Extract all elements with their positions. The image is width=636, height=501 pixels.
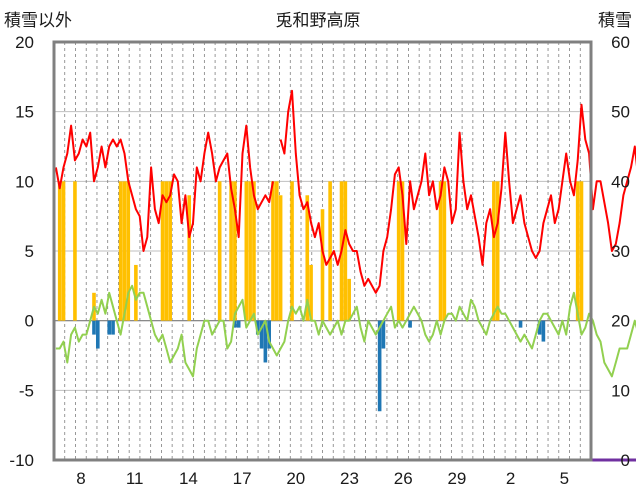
precipitation-bar: [126, 181, 131, 321]
negative-bar: [95, 320, 100, 349]
precipitation-bar: [328, 181, 332, 321]
precipitation-bar: [248, 181, 252, 321]
negative-bar: [518, 320, 523, 328]
right-axis-label: 積雪: [598, 11, 632, 31]
x-tick-label: 20: [286, 469, 305, 488]
negative-bar: [267, 320, 271, 349]
precipitation-bar: [309, 264, 313, 321]
precipitation-bar: [271, 181, 275, 321]
precipitation-bar: [229, 181, 233, 321]
negative-bar: [377, 320, 382, 412]
precipitation-bar: [347, 278, 351, 321]
negative-bar: [107, 320, 112, 335]
chart-title: 兎和野高原: [275, 11, 361, 31]
negative-bar: [236, 320, 241, 328]
precipitation-bar: [122, 181, 127, 321]
x-tick-label: 26: [394, 469, 413, 488]
left-axis-label: 積雪以外: [4, 11, 72, 31]
left-tick-label: 10: [15, 172, 34, 191]
precipitation-bar: [118, 181, 123, 321]
precipitation-bar: [252, 181, 256, 321]
temperature-max-line: [54, 89, 636, 294]
precipitation-bar: [233, 181, 237, 321]
negative-bar: [541, 320, 546, 342]
right-tick-label: 50: [611, 103, 630, 122]
x-tick-label: 17: [233, 469, 252, 488]
negative-bar: [92, 320, 96, 335]
x-tick-label: 23: [340, 469, 359, 488]
x-tick-label: 11: [126, 469, 144, 488]
negative-bar: [263, 320, 268, 363]
x-tick-label: 8: [76, 469, 85, 488]
x-tick-label: 2: [506, 469, 515, 488]
precipitation-bar: [343, 181, 348, 321]
right-tick-label: 60: [611, 33, 630, 52]
left-tick-label: -5: [19, 381, 34, 400]
precipitation-bar: [492, 181, 496, 321]
negative-bar: [259, 320, 264, 349]
left-tick-label: 20: [15, 33, 34, 52]
negative-bar: [111, 320, 115, 335]
precipitation-bar: [579, 181, 584, 321]
plot-frame: [52, 40, 593, 462]
precipitation-bar: [442, 181, 447, 321]
precipitation-bar: [438, 181, 443, 321]
precipitation-bar: [278, 195, 283, 321]
precipitation-bar: [73, 181, 77, 321]
left-tick-label: 5: [25, 242, 34, 261]
negative-bar: [233, 320, 237, 328]
precipitation-bar: [134, 264, 138, 321]
x-tick-label: 14: [179, 469, 198, 488]
left-tick-label: -10: [9, 451, 34, 470]
right-tick-label: 10: [611, 381, 630, 400]
right-tick-label: 30: [611, 242, 630, 261]
left-tick-label: 15: [15, 103, 34, 122]
precipitation-bar: [187, 195, 192, 321]
precipitation-bar: [57, 181, 62, 321]
precipitation-bar: [575, 181, 580, 321]
precipitation-bar: [160, 181, 165, 321]
right-tick-label: 40: [611, 172, 630, 191]
negative-bar: [408, 320, 412, 328]
precipitation-bar: [274, 181, 279, 321]
precipitation-bar: [61, 181, 66, 321]
precipitation-bar: [164, 181, 169, 321]
precipitation-bar: [290, 181, 294, 321]
precipitation-bar: [396, 181, 401, 321]
right-tick-label: 20: [611, 312, 630, 331]
precipitation-bar: [320, 209, 325, 321]
negative-bar: [381, 320, 386, 349]
negative-bar: [537, 320, 542, 335]
precipitation-bar: [168, 181, 172, 321]
precipitation-bar: [400, 181, 405, 321]
x-tick-label: 29: [447, 469, 466, 488]
precipitation-bar: [495, 181, 500, 321]
negative-bar: [255, 320, 260, 335]
precipitation-bar: [244, 181, 249, 321]
precipitation-bar: [305, 195, 310, 321]
right-tick-label: 0: [621, 451, 630, 470]
x-tick-label: 5: [560, 469, 569, 488]
precipitation-bar: [217, 181, 222, 321]
left-tick-label: 0: [25, 312, 34, 331]
